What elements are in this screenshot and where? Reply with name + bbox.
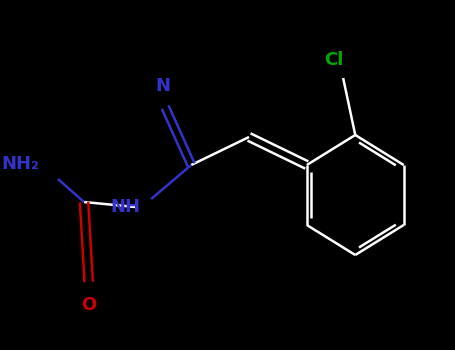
Text: O: O [81,296,96,314]
Text: NH: NH [110,198,140,216]
Text: NH₂: NH₂ [1,155,39,173]
Text: Cl: Cl [324,51,344,69]
Text: N: N [156,77,171,95]
